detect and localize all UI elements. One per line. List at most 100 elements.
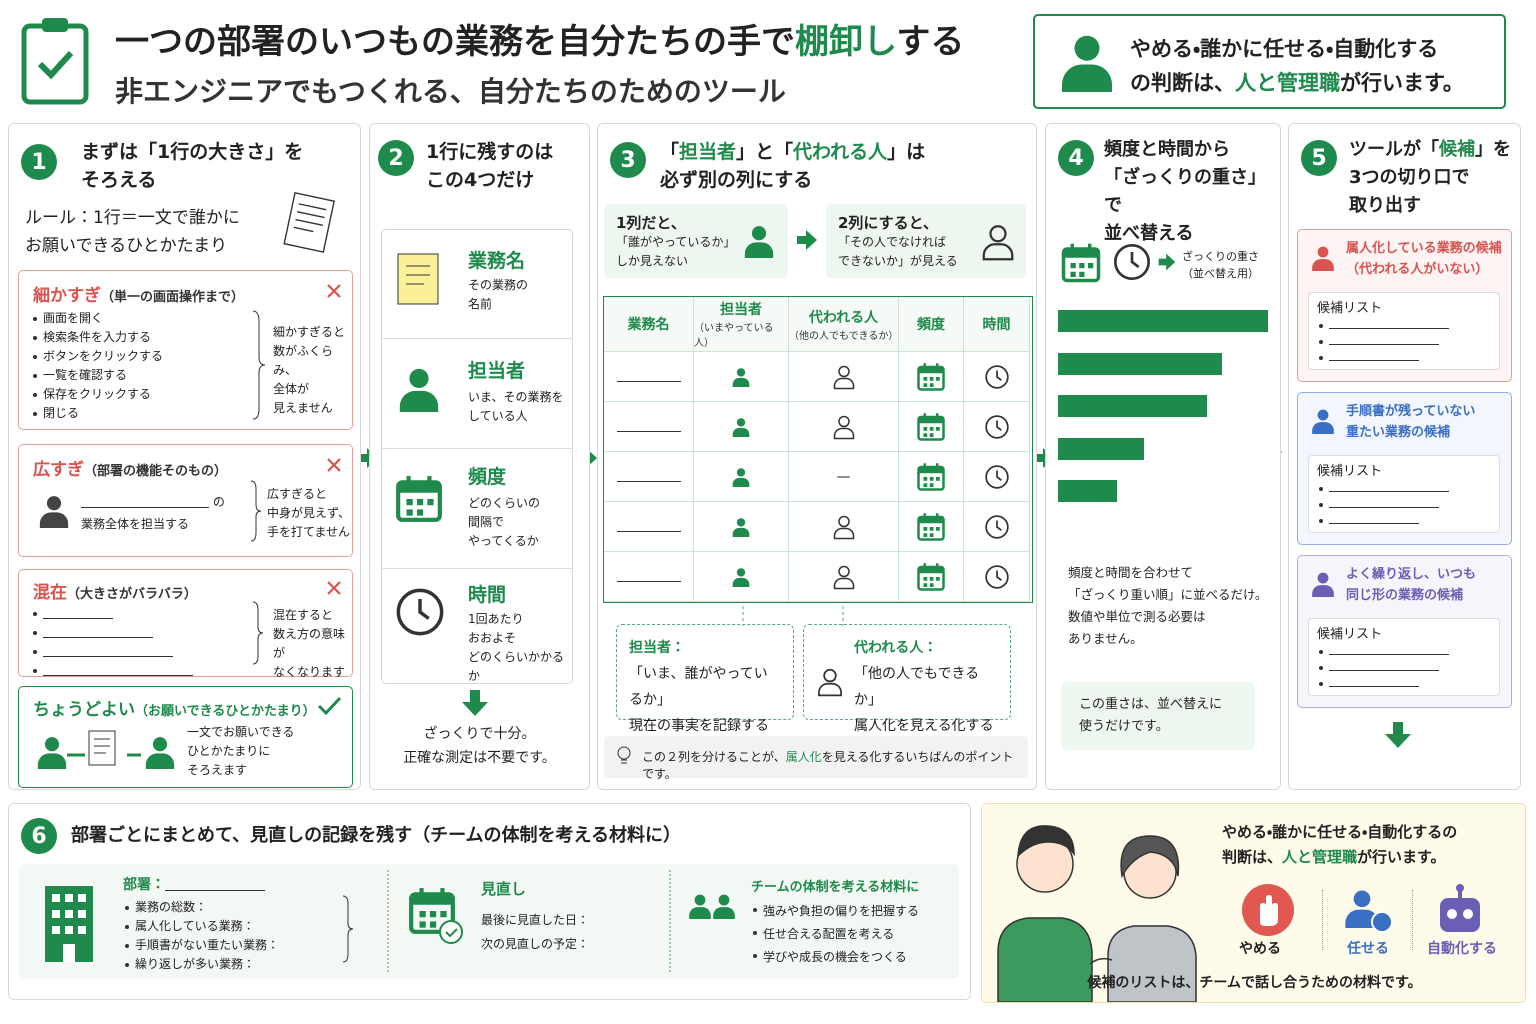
candidate-icon — [1310, 242, 1336, 274]
discussion-text: やめる・誰かに任せる・自動化するの 判断は、人と管理職が行います。 — [1222, 820, 1457, 870]
g — [52, 894, 86, 962]
owner-callout: 担当者：「いま、誰がやっているか」現在の事実を記録する列 — [616, 624, 794, 760]
blank — [165, 880, 265, 891]
use — [733, 518, 750, 537]
cell — [694, 352, 789, 402]
one-column: 1列だと、 「誰がやっているか」 しか見えない — [604, 204, 788, 278]
suffix: の — [212, 495, 225, 509]
list-item: 数がふくらみ、 — [273, 344, 334, 377]
table: 業務名 担当者 （いまやっている人） 代われる人 （他の人でもできるか） 頻度 時間… — [603, 296, 1033, 603]
path — [342, 895, 354, 963]
cell — [964, 502, 1030, 552]
blank — [616, 371, 681, 382]
path — [37, 50, 74, 80]
step2-footer: ざっくりで十分。 正確な測定は不要です。 — [370, 722, 589, 770]
list-item: 見えません — [273, 401, 333, 415]
bul: 繰り返しが多い業務： — [123, 955, 279, 974]
blank-item — [1317, 674, 1491, 690]
use — [919, 463, 944, 489]
owner-icon — [731, 464, 751, 490]
field-name: 頻度 — [468, 466, 507, 488]
broad-line: の — [81, 493, 225, 512]
path — [462, 690, 488, 716]
cell — [899, 352, 964, 402]
blank-item — [1317, 348, 1491, 364]
path — [1017, 825, 1075, 858]
owner-icon — [731, 564, 751, 590]
review-items: 最後に見直した日： 次の見直しの予定： — [481, 908, 589, 956]
candidate-title: よく繰り返し、いつも 同じ形の業務の候補 — [1346, 564, 1476, 606]
path — [406, 265, 430, 285]
step6-panel: 6 部署ごとにまとめて、見直しの記録を残す（チームの体制を考える材料に） 部署：… — [8, 803, 971, 1000]
candidate-list: 候補リスト — [1308, 455, 1500, 533]
title-part: する — [896, 22, 965, 62]
bul: 閉じる — [31, 404, 163, 423]
use — [1062, 36, 1112, 92]
rect — [42, 18, 68, 32]
list-item: 使うだけです。 — [1079, 719, 1169, 734]
field-list: 業務名 その業務の 名前 担当者 いま、その業務を している人 頻度 どのくらいの 間隔でや… — [381, 229, 573, 684]
title-line: 「ざっくりの重さ」で — [1104, 167, 1266, 216]
decision-text: やめる・誰かに任せる・自動化する の判断は、人と管理職が行います。 — [1130, 32, 1464, 100]
cell — [789, 402, 899, 452]
blank — [616, 421, 681, 432]
list-item: 広すぎると — [267, 487, 328, 501]
step-number: 3 — [610, 142, 646, 178]
part: が行います。 — [1357, 848, 1446, 866]
blank — [1329, 676, 1419, 687]
use — [834, 516, 853, 538]
circle — [439, 920, 463, 944]
header-label: 時間 — [982, 317, 1011, 333]
list-label: 候補リスト — [1317, 627, 1383, 642]
field-desc: いま、その業務を している人 — [468, 388, 564, 426]
list-item: どのくらいの — [468, 496, 541, 510]
cell — [604, 402, 694, 452]
use — [689, 895, 711, 919]
list-item: 名前 — [468, 297, 493, 311]
just-right-box: ちょうどよい（お願いできるひとかたまり） 一文でお願いできる ひとかたまりに そろえ… — [18, 686, 353, 788]
ph — [43, 665, 193, 676]
cell — [694, 552, 789, 602]
frequency-icon — [916, 512, 946, 542]
stop-icon — [1242, 884, 1294, 936]
list-item: この重さは、並べ替えに — [1079, 697, 1223, 712]
blank-list — [31, 604, 193, 680]
time-icon — [984, 414, 1010, 440]
candidate-box: 手順書が残っていない 重たい業務の候補 候補リスト — [1297, 392, 1512, 545]
header-cell: 頻度 — [899, 297, 964, 352]
bul — [31, 642, 193, 661]
bulb-icon — [617, 746, 631, 764]
use — [733, 468, 750, 487]
title-line: そろえる — [81, 169, 157, 191]
decision-part: の判断は、 — [1130, 71, 1235, 95]
person-outline-icon — [980, 218, 1016, 266]
note: （単一の画面操作まで） — [101, 290, 245, 305]
people-illustration — [997, 825, 1197, 1002]
list-item: 属人化している業務の候補 — [1346, 241, 1502, 256]
header-sub: （いまやっている人） — [694, 323, 774, 349]
action-label: やめる — [1239, 941, 1281, 957]
tip: この２列を分けることが、属人化を見える化するいちばんのポイントです。 — [604, 736, 1028, 781]
use — [1115, 245, 1148, 278]
step-number: 2 — [378, 140, 414, 176]
path — [445, 928, 458, 938]
weight-bar — [1058, 310, 1268, 332]
blank — [1329, 350, 1419, 361]
path — [317, 696, 342, 716]
decision-part: 人と管理職 — [1235, 71, 1340, 95]
rect — [397, 253, 439, 305]
svg — [1115, 245, 1148, 278]
use — [986, 466, 1008, 488]
field: 頻度 どのくらいの 間隔で やってくるか — [382, 448, 572, 569]
frequency-icon — [916, 412, 946, 442]
candidate-box: 属人化している業務の候補 （代われる人がいない） 候補リスト — [1297, 229, 1512, 382]
frequency-icon — [916, 362, 946, 392]
legend: ざっくりの重さ （並べ替え用） — [1182, 248, 1259, 282]
path — [94, 738, 110, 754]
review-icon — [407, 886, 463, 944]
step-number: 1 — [21, 144, 57, 180]
use — [398, 590, 441, 633]
cell — [789, 552, 899, 602]
time-icon — [984, 514, 1010, 540]
